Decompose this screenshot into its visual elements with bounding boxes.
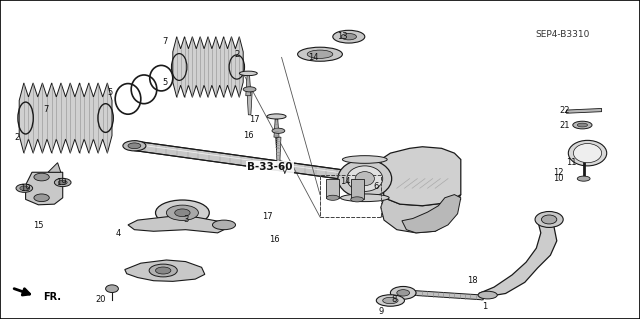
Text: 6: 6 [374, 182, 379, 191]
Ellipse shape [106, 285, 118, 293]
Text: 7: 7 [44, 105, 49, 114]
Polygon shape [566, 108, 602, 113]
Text: 16: 16 [269, 235, 279, 244]
Ellipse shape [128, 143, 141, 149]
Polygon shape [48, 163, 61, 172]
Text: 13: 13 [337, 32, 348, 41]
Polygon shape [128, 215, 230, 233]
Ellipse shape [397, 290, 410, 296]
Polygon shape [26, 172, 63, 205]
Text: 7: 7 [163, 37, 168, 46]
Ellipse shape [34, 194, 49, 202]
Ellipse shape [16, 184, 33, 192]
Ellipse shape [573, 144, 602, 163]
Polygon shape [134, 141, 422, 190]
Polygon shape [246, 76, 251, 96]
Ellipse shape [243, 87, 256, 92]
Ellipse shape [333, 30, 365, 43]
Polygon shape [276, 137, 281, 166]
Text: 17: 17 [250, 115, 260, 124]
Ellipse shape [156, 200, 209, 226]
Polygon shape [274, 119, 279, 137]
Text: 3: 3 [183, 215, 188, 224]
Polygon shape [381, 147, 461, 206]
Text: 2: 2 [15, 133, 20, 142]
Ellipse shape [20, 186, 29, 190]
Ellipse shape [338, 160, 392, 198]
Ellipse shape [34, 173, 49, 181]
Ellipse shape [326, 195, 339, 200]
Ellipse shape [239, 71, 257, 76]
Text: 10: 10 [553, 174, 563, 183]
Ellipse shape [156, 267, 171, 274]
Polygon shape [247, 92, 252, 115]
Ellipse shape [351, 197, 364, 202]
Polygon shape [402, 195, 461, 233]
Text: 5: 5 [163, 78, 168, 87]
Ellipse shape [383, 297, 398, 304]
Ellipse shape [573, 121, 592, 129]
Ellipse shape [347, 166, 383, 191]
Text: FR.: FR. [44, 292, 61, 302]
Ellipse shape [123, 141, 146, 151]
Ellipse shape [541, 215, 557, 224]
Text: 12: 12 [553, 168, 563, 177]
Ellipse shape [58, 180, 67, 185]
Text: 22: 22 [559, 106, 570, 115]
Ellipse shape [267, 114, 286, 119]
Polygon shape [19, 83, 112, 153]
Text: 5: 5 [108, 88, 113, 97]
Ellipse shape [341, 33, 356, 40]
Ellipse shape [342, 156, 387, 163]
Ellipse shape [212, 220, 236, 230]
Ellipse shape [535, 211, 563, 227]
Text: SEP4-B3310: SEP4-B3310 [535, 30, 589, 39]
Polygon shape [410, 290, 483, 300]
Text: 1: 1 [483, 302, 488, 311]
Polygon shape [326, 179, 339, 198]
Text: 19: 19 [20, 184, 31, 193]
Text: 4: 4 [116, 229, 121, 238]
Text: 18: 18 [467, 276, 477, 285]
Ellipse shape [355, 172, 374, 186]
Ellipse shape [175, 209, 190, 217]
Polygon shape [479, 219, 557, 297]
Text: 11: 11 [566, 158, 577, 167]
Polygon shape [173, 37, 243, 97]
Polygon shape [275, 119, 278, 150]
Polygon shape [351, 179, 364, 199]
Text: 14: 14 [340, 177, 351, 186]
Bar [320, 175, 381, 217]
Ellipse shape [340, 194, 389, 202]
Ellipse shape [577, 123, 588, 127]
Text: 9: 9 [379, 307, 384, 315]
Text: 20: 20 [96, 295, 106, 304]
Ellipse shape [577, 176, 590, 181]
Ellipse shape [568, 140, 607, 166]
Ellipse shape [298, 47, 342, 61]
Text: 17: 17 [262, 212, 273, 221]
Ellipse shape [166, 205, 198, 220]
Polygon shape [381, 195, 461, 233]
Text: 15: 15 [33, 221, 44, 230]
Ellipse shape [149, 264, 177, 277]
Text: 8: 8 [392, 295, 397, 304]
Ellipse shape [478, 291, 497, 299]
Polygon shape [125, 260, 205, 281]
Ellipse shape [272, 128, 285, 133]
Text: 21: 21 [559, 121, 570, 130]
Text: 14: 14 [308, 53, 319, 62]
Ellipse shape [390, 286, 416, 299]
Ellipse shape [376, 295, 404, 306]
Text: B-33-60: B-33-60 [247, 162, 293, 173]
Text: 2: 2 [234, 50, 239, 59]
Ellipse shape [307, 50, 333, 58]
Text: 16: 16 [243, 131, 253, 140]
Ellipse shape [54, 178, 71, 187]
Text: 19: 19 [56, 178, 67, 187]
